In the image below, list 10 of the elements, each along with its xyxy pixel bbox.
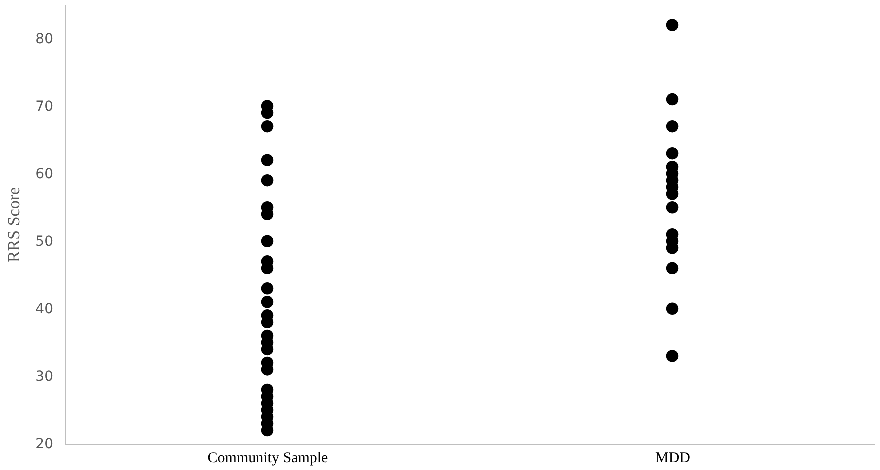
- y-tick-label: 30: [36, 368, 54, 385]
- y-tick-label: 50: [36, 234, 54, 250]
- x-tick-label: Community Sample: [208, 450, 329, 466]
- y-tick-label: 40: [36, 301, 54, 318]
- y-axis-title: RRS Score: [4, 187, 24, 263]
- y-tick-label: 20: [36, 436, 54, 452]
- y-tick-label: 70: [36, 98, 54, 115]
- x-tick-label: MDD: [655, 450, 691, 466]
- y-tick-label: 80: [36, 31, 54, 48]
- y-tick-label: 60: [36, 166, 54, 182]
